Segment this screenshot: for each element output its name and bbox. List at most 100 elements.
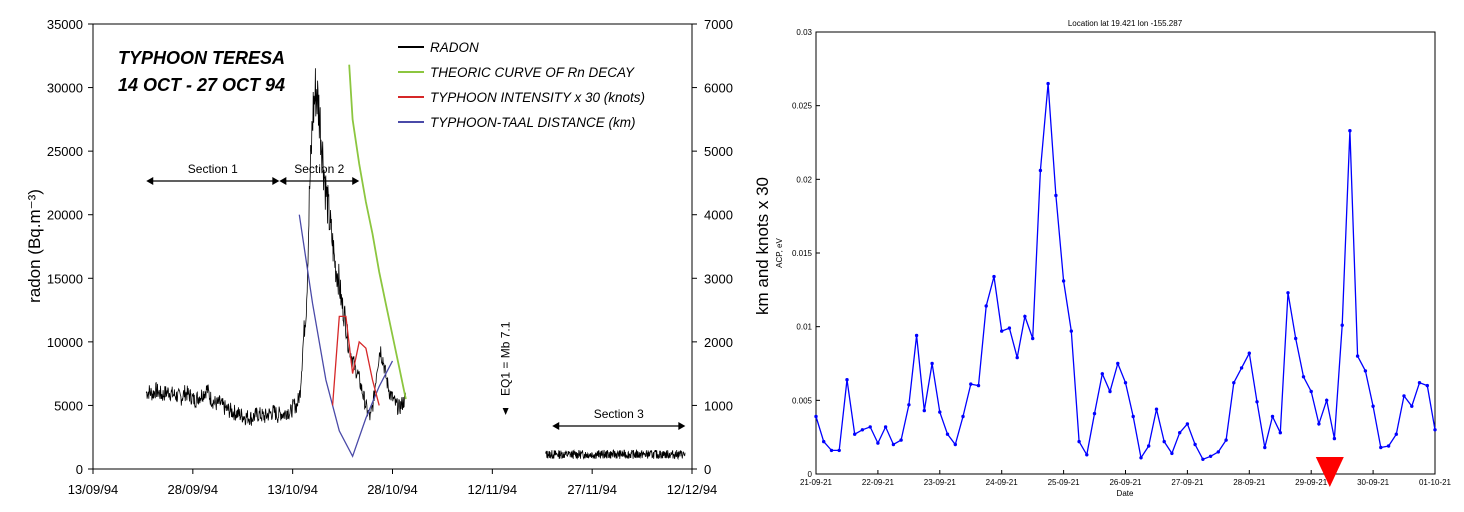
acp-point (1433, 428, 1437, 432)
acp-chart: Location lat 19.421 lon -155.287 Date AC… (775, 19, 1452, 498)
acp-point (876, 441, 880, 445)
acp-point (1255, 400, 1259, 404)
acp-point (883, 425, 888, 429)
acp-point (1417, 381, 1422, 385)
acp-point (837, 448, 841, 453)
section-arrowhead (352, 177, 360, 185)
acp-point (1224, 438, 1228, 442)
acp-point (1077, 439, 1081, 444)
radon-series (145, 64, 686, 461)
acp-point (907, 403, 911, 407)
acp-point (1170, 451, 1174, 456)
acp-point (1015, 355, 1019, 360)
acp-point (1193, 442, 1197, 447)
left-tick-label: 20000 (47, 208, 83, 223)
acp-x-tick-label: 29-09-21 (1295, 478, 1328, 487)
acp-point (1294, 336, 1298, 341)
acp-point (1031, 336, 1035, 341)
typhoon-intensity-line (331, 315, 380, 406)
acp-point (1278, 431, 1283, 435)
acp-x-tick-label: 24-09-21 (986, 478, 1019, 487)
left-tick-label: 0 (76, 462, 83, 477)
acp-point (1394, 432, 1399, 436)
right-tick-label: 1000 (704, 398, 733, 413)
acp-point (1085, 453, 1089, 457)
acp-point (1178, 431, 1182, 435)
left-tick-label: 30000 (47, 81, 83, 96)
acp-point (1325, 398, 1329, 402)
legend-label: TYPHOON INTENSITY x 30 (knots) (430, 90, 645, 105)
acp-point (822, 439, 826, 444)
section-label: Section 1 (188, 162, 238, 176)
acp-point (922, 408, 926, 413)
acp-x-axis-label: Date (1117, 489, 1134, 498)
legend-label: THEORIC CURVE OF Rn DECAY (430, 65, 635, 80)
acp-point (1046, 81, 1050, 86)
acp-y-tick-label: 0.02 (796, 175, 812, 184)
x-tick-label: 12/11/94 (468, 482, 518, 497)
eq-label: EQ1 = Mb 7.1 (499, 321, 513, 396)
acp-point (853, 432, 857, 436)
acp-y-tick-label: 0.025 (792, 102, 813, 111)
right-tick-label: 2000 (704, 335, 733, 350)
radon-x-axis-ticks: 13/09/94 28/09/94 13/10/94 28/10/94 12/11/94… (68, 469, 718, 497)
acp-point (1100, 372, 1105, 376)
acp-line (815, 83, 1436, 461)
acp-point (1069, 329, 1074, 333)
acp-point (1116, 361, 1120, 366)
left-tick-label: 25000 (47, 144, 83, 159)
section-arrowhead (272, 177, 280, 185)
radon-line-section-1 (145, 68, 407, 426)
x-tick-label: 13/10/94 (267, 482, 318, 497)
acp-point (1263, 445, 1267, 450)
acp-y-axis-ticks: 0 0.005 0.01 0.015 0.02 0.025 0.03 (792, 28, 820, 479)
acp-point (1061, 279, 1066, 283)
acp-point (1301, 375, 1306, 379)
acp-y-tick-label: 0.005 (792, 396, 813, 405)
left-tick-label: 10000 (47, 335, 83, 350)
legend-label: TYPHOON-TAAL DISTANCE (km) (430, 115, 636, 130)
acp-x-tick-label: 30-09-21 (1357, 478, 1390, 487)
acp-point (1379, 445, 1383, 450)
acp-point (1317, 422, 1321, 426)
right-tick-label: 0 (704, 462, 711, 477)
acp-point (1402, 394, 1406, 398)
radon-line-section-3 (545, 449, 686, 461)
acp-point (1108, 389, 1112, 394)
acp-x-tick-label: 26-09-21 (1109, 478, 1142, 487)
acp-point (914, 333, 919, 338)
acp-point (945, 432, 950, 436)
acp-point (1023, 314, 1027, 319)
acp-point (1054, 193, 1058, 198)
x-tick-label: 28/09/94 (168, 482, 219, 497)
acp-point (1363, 369, 1368, 373)
radon-legend: RADON THEORIC CURVE OF Rn DECAY TYPHOON IN… (398, 40, 645, 130)
x-tick-label: 12/12/94 (667, 482, 718, 497)
acp-title: Location lat 19.421 lon -155.287 (1068, 19, 1183, 28)
right-tick-label: 3000 (704, 271, 733, 286)
acp-point (1139, 456, 1143, 460)
legend-label: RADON (430, 40, 479, 55)
acp-x-tick-label: 01-10-21 (1419, 478, 1452, 487)
acp-point (899, 438, 903, 442)
acp-point (969, 382, 973, 386)
acp-point (1000, 329, 1004, 333)
radon-left-axis-label: radon (Bq.m⁻³) (25, 189, 44, 303)
right-tick-label: 6000 (704, 81, 733, 96)
section-arrowhead (552, 422, 560, 430)
section-arrowhead (146, 177, 154, 185)
acp-point (992, 274, 996, 279)
radon-title-line-2: 14 OCT - 27 OCT 94 (118, 75, 285, 95)
acp-y-tick-label: 0.01 (796, 323, 812, 332)
radon-sections: Section 1 Section 2 Section 3 (146, 162, 686, 430)
right-tick-label: 4000 (704, 208, 733, 223)
acp-series (814, 81, 1437, 461)
acp-point (1270, 414, 1275, 419)
acp-point (1185, 422, 1190, 426)
acp-point (1232, 381, 1236, 385)
acp-point (1007, 326, 1012, 330)
radon-title-line-1: TYPHOON TERESA (118, 48, 285, 68)
acp-point (814, 414, 818, 419)
radon-annotation: EQ1 = Mb 7.1 (499, 321, 513, 415)
